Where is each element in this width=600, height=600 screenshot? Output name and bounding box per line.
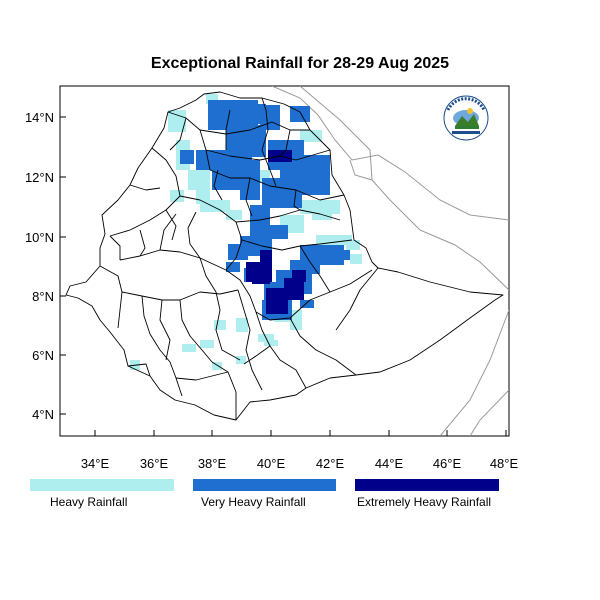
very-heavy-rainfall-areas: [180, 100, 350, 320]
x-tick-label: 46°E: [433, 456, 462, 471]
y-axis-labels: 14°N 12°N 10°N 8°N 6°N 4°N: [25, 110, 54, 422]
x-tick-label: 48°E: [490, 456, 519, 471]
y-tick-label: 6°N: [32, 348, 54, 363]
x-axis-labels: 34°E 36°E 38°E 40°E 42°E 44°E 46°E 48°E: [81, 456, 519, 471]
map-frame: [59, 85, 510, 437]
y-tick-label: 12°N: [25, 170, 54, 185]
meteorology-institute-logo: [443, 95, 489, 141]
map-title: Exceptional Rainfall for 28-29 Aug 2025: [150, 55, 450, 72]
legend-swatch-very-heavy: [193, 479, 336, 491]
x-tick-label: 42°E: [316, 456, 345, 471]
x-tick-label: 40°E: [257, 456, 286, 471]
legend-label-very-heavy: Very Heavy Rainfall: [201, 495, 306, 509]
y-tick-label: 8°N: [32, 289, 54, 304]
x-tick-label: 34°E: [81, 456, 110, 471]
legend-swatch-heavy: [30, 479, 174, 491]
extremely-heavy-rainfall-areas: [246, 150, 306, 314]
legend-label-extremely-heavy: Extremely Heavy Rainfall: [357, 495, 492, 509]
y-tick-label: 10°N: [25, 230, 54, 245]
legend-swatch-extremely-heavy: [355, 479, 499, 491]
ethiopia-boundaries: [65, 91, 504, 421]
axis-ticks: [60, 116, 507, 436]
y-tick-label: 4°N: [32, 407, 54, 422]
x-tick-label: 36°E: [140, 456, 169, 471]
y-tick-label: 14°N: [25, 110, 54, 125]
legend-label-heavy: Heavy Rainfall: [50, 495, 128, 509]
x-tick-label: 38°E: [198, 456, 227, 471]
x-tick-label: 44°E: [375, 456, 404, 471]
